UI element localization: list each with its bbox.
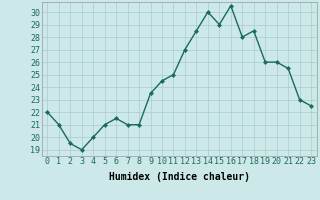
- X-axis label: Humidex (Indice chaleur): Humidex (Indice chaleur): [109, 172, 250, 182]
